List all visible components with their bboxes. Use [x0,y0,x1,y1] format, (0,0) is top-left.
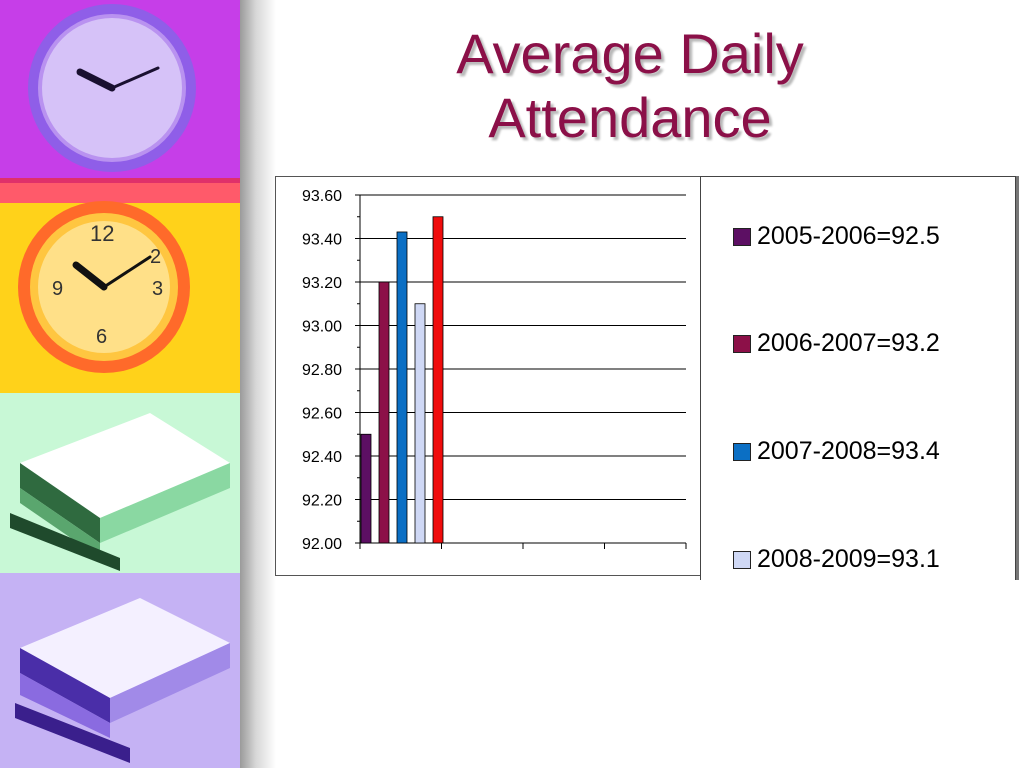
books-icon [0,573,240,768]
bar-1 [378,281,390,544]
y-tick-label-3: 92.60 [302,406,342,423]
y-tick-label-1: 92.20 [302,493,342,510]
legend-label-2: 2007-2008=93.4 [757,437,940,465]
svg-text:2: 2 [150,246,161,268]
strip-shadow [240,0,276,768]
clock-icon [0,0,240,183]
legend-swatch-2 [733,442,751,461]
legend-item-3: 2008-2009=93.1 [733,545,940,574]
legend-item-1: 2006-2007=93.2 [733,329,940,358]
title-line-1: Average Daily [456,22,804,85]
lavender-books-photo [0,573,240,768]
legend-item-2: 2007-2008=93.4 [733,437,940,466]
decorative-photo-strip: 12 2 3 9 6 [0,0,240,768]
y-tick-label-2: 92.40 [302,449,342,466]
bar-chart: 92.00 92.20 92.40 92.60 92.80 93.00 93.20 93.40… [302,188,687,553]
chart-legend: 2005-2006=92.5 2006-2007=93.2 2007-2008=… [700,176,1016,580]
legend-label-1: 2006-2007=93.2 [757,329,940,357]
y-tick-label-6: 93.20 [302,275,342,292]
y-tick-label-8: 93.60 [302,188,342,205]
yellow-clock-photo: 12 2 3 9 6 [0,183,240,393]
title-line-2: Attendance [488,86,772,149]
legend-label-0: 2005-2006=92.5 [757,222,940,250]
bar-3 [414,303,426,544]
legend-item-0: 2005-2006=92.5 [733,222,940,251]
books-icon [0,393,240,573]
legend-label-3: 2008-2009=93.1 [757,545,940,573]
y-tick-label-4: 92.80 [302,362,342,379]
green-books-photo [0,393,240,573]
legend-swatch-3 [733,550,751,569]
bar-2 [396,231,408,544]
slide-title: Average Daily Attendance [300,22,960,150]
bar-4 [432,216,444,544]
purple-clock-photo [0,0,240,183]
bar-0 [360,433,372,544]
y-tick-label-0: 92.00 [302,536,342,553]
clock-icon: 12 2 3 9 6 [0,183,240,393]
y-tick-label-7: 93.40 [302,232,342,249]
svg-text:6: 6 [96,326,107,348]
svg-text:3: 3 [152,278,163,300]
svg-text:12: 12 [90,221,114,246]
legend-swatch-1 [733,334,751,353]
y-tick-label-5: 93.00 [302,319,342,336]
svg-text:9: 9 [52,278,63,300]
legend-swatch-0 [733,227,751,246]
